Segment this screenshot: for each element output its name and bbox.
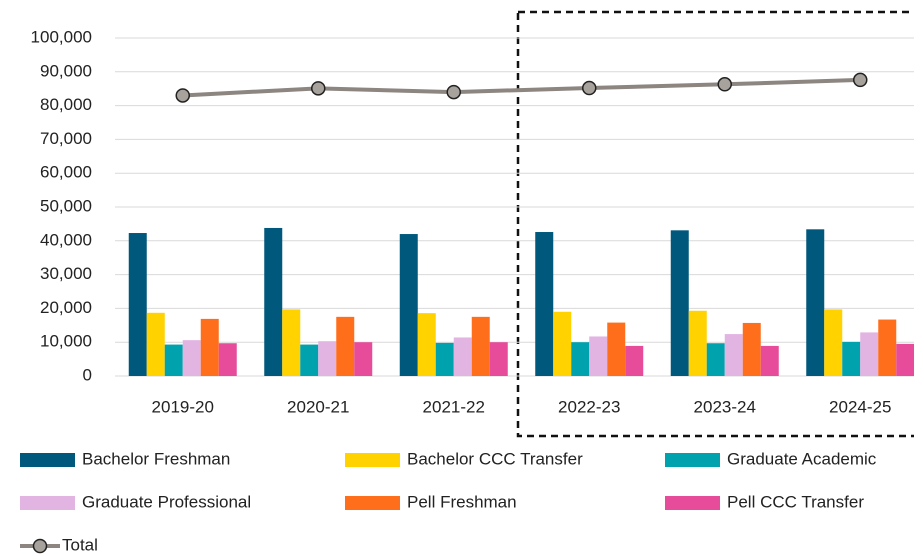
bar — [896, 343, 914, 376]
line-marker — [175, 88, 190, 103]
bar — [724, 334, 743, 376]
bar — [282, 309, 301, 376]
y-tick-label: 50,000 — [40, 196, 92, 215]
legend-label: Pell CCC Transfer — [727, 492, 864, 511]
y-tick-label: 90,000 — [40, 61, 92, 80]
bar — [706, 343, 725, 376]
bar — [399, 234, 418, 376]
bar — [435, 342, 454, 376]
bar — [453, 337, 472, 376]
legend-label: Graduate Academic — [727, 449, 877, 468]
legend-label: Total — [62, 535, 98, 554]
bar — [625, 345, 644, 376]
bar — [806, 229, 825, 376]
bar — [336, 316, 355, 376]
bar — [128, 233, 147, 376]
bar — [742, 322, 761, 376]
legend-swatch — [665, 496, 720, 510]
bar — [589, 336, 608, 376]
y-tick-label: 70,000 — [40, 129, 92, 148]
bar — [300, 344, 319, 376]
highlight-box — [516, 10, 914, 438]
bar — [182, 340, 201, 376]
bar — [146, 312, 165, 376]
bar — [354, 342, 373, 376]
bar — [200, 318, 219, 376]
legend-swatch — [665, 453, 720, 467]
bar — [218, 343, 237, 376]
bar — [842, 341, 861, 376]
y-tick-label: 100,000 — [31, 27, 92, 46]
y-tick-label: 40,000 — [40, 230, 92, 249]
y-tick-label: 60,000 — [40, 163, 92, 182]
legend-swatch — [345, 496, 400, 510]
bar — [760, 345, 779, 376]
y-tick-label: 0 — [83, 365, 92, 384]
line — [182, 77, 861, 98]
x-tick-label: 2022-23 — [558, 397, 620, 416]
legend-swatch — [345, 453, 400, 467]
bar — [489, 342, 508, 376]
x-tick-label: 2023-24 — [694, 397, 756, 416]
bar — [670, 230, 689, 376]
legend-label: Pell Freshman — [407, 492, 517, 511]
bar — [417, 313, 436, 376]
bar — [571, 342, 590, 376]
x-tick-label: 2021-22 — [423, 397, 485, 416]
line-marker — [717, 77, 732, 92]
bar — [688, 310, 707, 376]
line-marker — [446, 84, 461, 100]
legend-swatch — [20, 453, 75, 467]
line-marker — [582, 80, 597, 96]
legend-swatch — [20, 496, 75, 510]
bar — [318, 341, 337, 376]
x-tick-label: 2024-25 — [829, 397, 891, 416]
bar — [264, 227, 283, 376]
line-marker — [853, 72, 868, 88]
y-tick-label: 10,000 — [40, 332, 92, 351]
y-tick-label: 30,000 — [40, 264, 92, 283]
y-tick-label: 20,000 — [40, 298, 92, 317]
bar — [164, 344, 183, 376]
plot: 0 10,000 20,000 30,000 40,000 50,000 60,000 70,… — [20, 27, 914, 554]
bar — [471, 316, 490, 376]
bar — [860, 332, 879, 376]
y-tick-label: 80,000 — [40, 95, 92, 114]
bar — [824, 309, 843, 376]
legend-label: Bachelor CCC Transfer — [407, 449, 583, 468]
legend-marker — [32, 538, 48, 554]
bar — [535, 232, 554, 376]
legend-label: Bachelor Freshman — [82, 449, 230, 468]
bar — [553, 311, 572, 376]
bar — [607, 322, 626, 376]
x-tick-label: 2019-20 — [152, 397, 214, 416]
line-marker — [311, 81, 326, 96]
x-tick-label: 2020-21 — [287, 397, 349, 416]
bar — [878, 319, 897, 376]
legend-label: Graduate Professional — [82, 492, 251, 511]
